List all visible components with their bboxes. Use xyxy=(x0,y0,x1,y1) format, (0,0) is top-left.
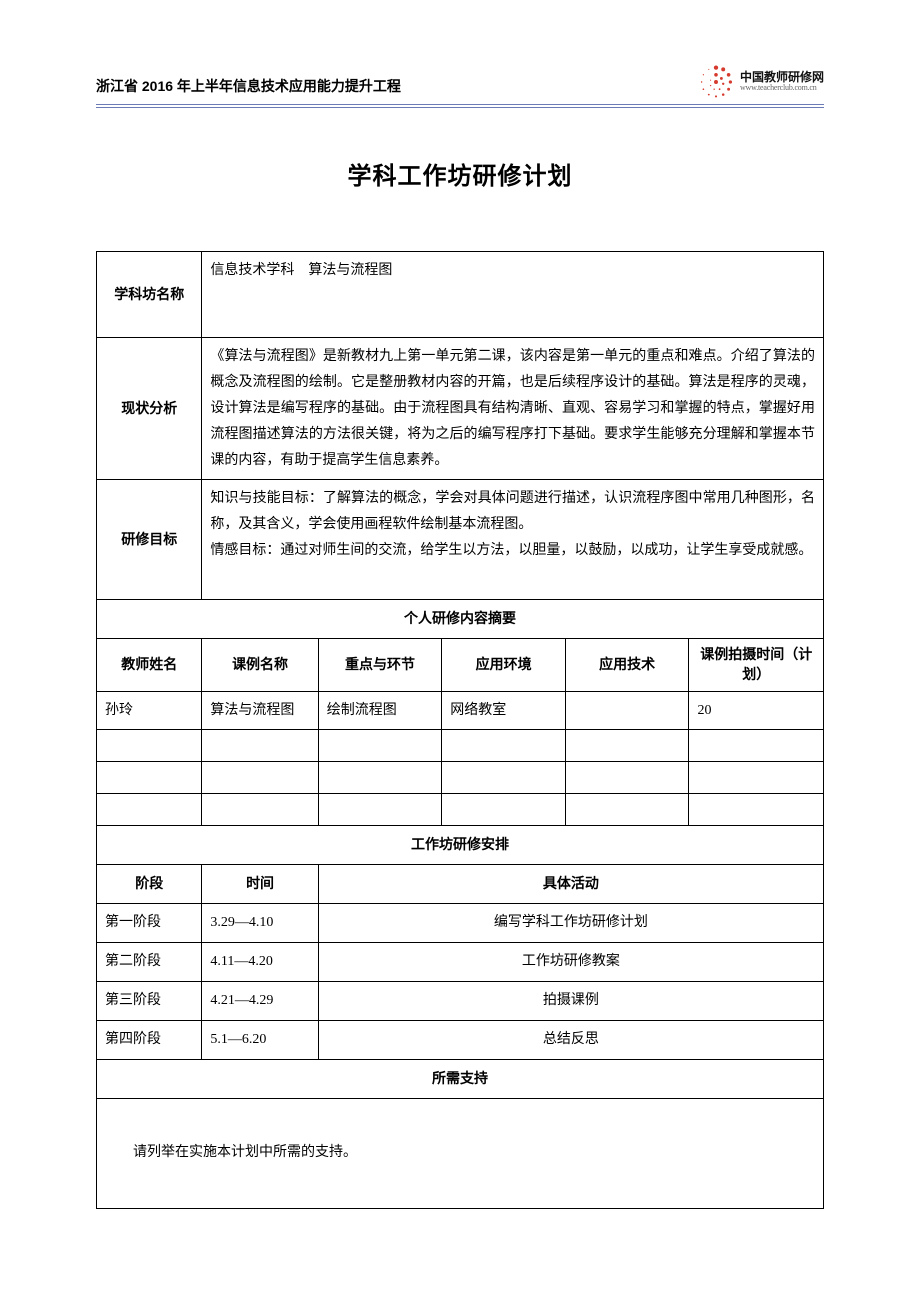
row-personal-headers: 教师姓名 课例名称 重点与环节 应用环境 应用技术 课例拍摄时间（计划） xyxy=(97,639,824,691)
logo-swirl-icon xyxy=(698,64,734,100)
cell-stime-2: 4.21—4.29 xyxy=(202,981,318,1020)
cell-teacher-1 xyxy=(97,730,202,762)
cell-activity-3: 总结反思 xyxy=(318,1020,823,1059)
cell-lesson-0: 算法与流程图 xyxy=(202,691,318,730)
row-schedule-section-header: 工作坊研修安排 xyxy=(97,826,824,865)
cell-time-2 xyxy=(689,762,824,794)
cell-stime-0: 3.29—4.10 xyxy=(202,904,318,943)
cell-stime-3: 5.1—6.20 xyxy=(202,1020,318,1059)
cell-phase-2: 第三阶段 xyxy=(97,981,202,1020)
cell-env-2 xyxy=(442,762,566,794)
th-teacher: 教师姓名 xyxy=(97,639,202,691)
label-workshop-name: 学科坊名称 xyxy=(97,252,202,338)
header-logo-block: 中国教师研修网 www.teacherclub.com.cn xyxy=(698,64,824,100)
page-container: 浙江省 2016 年上半年信息技术应用能力提升工程 xyxy=(0,0,920,1302)
row-workshop-name: 学科坊名称 信息技术学科 算法与流程图 xyxy=(97,252,824,338)
cell-focus-2 xyxy=(318,762,442,794)
schedule-row-2: 第三阶段 4.21—4.29 拍摄课例 xyxy=(97,981,824,1020)
label-status: 现状分析 xyxy=(97,338,202,480)
schedule-row-1: 第二阶段 4.11—4.20 工作坊研修教案 xyxy=(97,943,824,982)
personal-row-0: 孙玲 算法与流程图 绘制流程图 网络教室 20 xyxy=(97,691,824,730)
support-section-title: 所需支持 xyxy=(97,1059,824,1098)
th-activity: 具体活动 xyxy=(318,865,823,904)
cell-tech-3 xyxy=(565,794,689,826)
row-goal: 研修目标 知识与技能目标：了解算法的概念，学会对具体问题进行描述，认识流程序图中… xyxy=(97,480,824,600)
personal-section-title: 个人研修内容摘要 xyxy=(97,600,824,639)
cell-tech-1 xyxy=(565,730,689,762)
schedule-row-3: 第四阶段 5.1—6.20 总结反思 xyxy=(97,1020,824,1059)
personal-row-3 xyxy=(97,794,824,826)
main-table: 学科坊名称 信息技术学科 算法与流程图 现状分析 《算法与流程图》是新教材九上第… xyxy=(96,251,824,1209)
cell-lesson-3 xyxy=(202,794,318,826)
page-header: 浙江省 2016 年上半年信息技术应用能力提升工程 xyxy=(96,64,824,108)
cell-env-3 xyxy=(442,794,566,826)
cell-tech-0 xyxy=(565,691,689,730)
personal-row-1 xyxy=(97,730,824,762)
value-goal: 知识与技能目标：了解算法的概念，学会对具体问题进行描述，认识流程序图中常用几种图… xyxy=(202,480,824,600)
row-support-header: 所需支持 xyxy=(97,1059,824,1098)
th-focus: 重点与环节 xyxy=(318,639,442,691)
label-goal: 研修目标 xyxy=(97,480,202,600)
th-lesson: 课例名称 xyxy=(202,639,318,691)
header-left-text: 浙江省 2016 年上半年信息技术应用能力提升工程 xyxy=(96,76,401,100)
cell-focus-0: 绘制流程图 xyxy=(318,691,442,730)
cell-phase-1: 第二阶段 xyxy=(97,943,202,982)
cell-time-1 xyxy=(689,730,824,762)
cell-phase-0: 第一阶段 xyxy=(97,904,202,943)
row-support-body: 请列举在实施本计划中所需的支持。 xyxy=(97,1098,824,1208)
cell-env-1 xyxy=(442,730,566,762)
th-stime: 时间 xyxy=(202,865,318,904)
th-phase: 阶段 xyxy=(97,865,202,904)
cell-time-0: 20 xyxy=(689,691,824,730)
value-status: 《算法与流程图》是新教材九上第一单元第二课，该内容是第一单元的重点和难点。介绍了… xyxy=(202,338,824,480)
personal-row-2 xyxy=(97,762,824,794)
cell-teacher-2 xyxy=(97,762,202,794)
row-personal-section-header: 个人研修内容摘要 xyxy=(97,600,824,639)
cell-stime-1: 4.11—4.20 xyxy=(202,943,318,982)
support-text: 请列举在实施本计划中所需的支持。 xyxy=(97,1098,824,1208)
cell-activity-0: 编写学科工作坊研修计划 xyxy=(318,904,823,943)
row-schedule-headers: 阶段 时间 具体活动 xyxy=(97,865,824,904)
cell-lesson-1 xyxy=(202,730,318,762)
cell-env-0: 网络教室 xyxy=(442,691,566,730)
value-workshop-name: 信息技术学科 算法与流程图 xyxy=(202,252,824,338)
document-title: 学科工作坊研修计划 xyxy=(96,156,824,191)
cell-focus-1 xyxy=(318,730,442,762)
row-status: 现状分析 《算法与流程图》是新教材九上第一单元第二课，该内容是第一单元的重点和难… xyxy=(97,338,824,480)
cell-teacher-3 xyxy=(97,794,202,826)
th-time: 课例拍摄时间（计划） xyxy=(689,639,824,691)
th-env: 应用环境 xyxy=(442,639,566,691)
cell-focus-3 xyxy=(318,794,442,826)
cell-teacher-0: 孙玲 xyxy=(97,691,202,730)
cell-activity-2: 拍摄课例 xyxy=(318,981,823,1020)
logo-text-en: www.teacherclub.com.cn xyxy=(740,84,824,93)
th-tech: 应用技术 xyxy=(565,639,689,691)
cell-lesson-2 xyxy=(202,762,318,794)
schedule-row-0: 第一阶段 3.29—4.10 编写学科工作坊研修计划 xyxy=(97,904,824,943)
schedule-section-title: 工作坊研修安排 xyxy=(97,826,824,865)
cell-tech-2 xyxy=(565,762,689,794)
logo-text: 中国教师研修网 www.teacherclub.com.cn xyxy=(740,71,824,93)
cell-activity-1: 工作坊研修教案 xyxy=(318,943,823,982)
cell-time-3 xyxy=(689,794,824,826)
cell-phase-3: 第四阶段 xyxy=(97,1020,202,1059)
